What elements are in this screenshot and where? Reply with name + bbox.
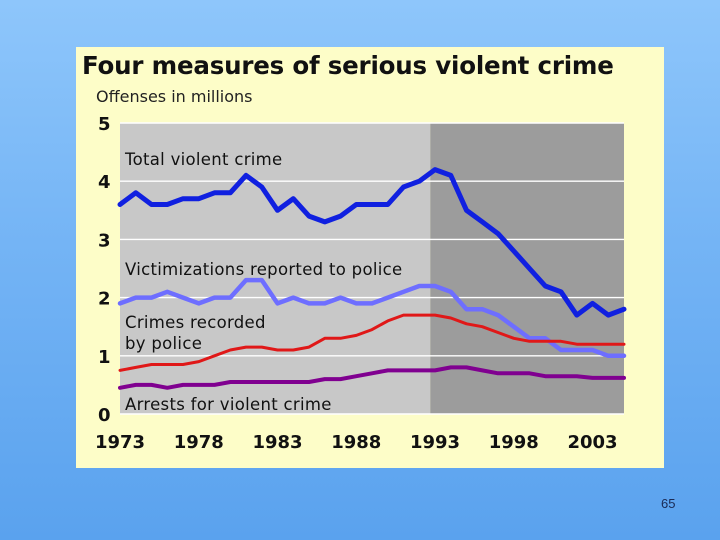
- y-tick-label: 1: [98, 347, 111, 368]
- series-line-1: [117, 277, 627, 359]
- series-line-3: [118, 365, 626, 390]
- chart-title: Four measures of serious violent crime: [82, 51, 614, 80]
- line-chart: 0 1 2 3 4 5 1973 1978 1983 1988 1993 1998 2003 Tota…: [95, 114, 627, 453]
- series-label: by police: [125, 334, 202, 353]
- chart-panel: 0 1 2 3 4 5 1973 1978 1983 1988 1993 1998 2003 Tota…: [76, 47, 664, 468]
- y-axis-ticks: 0 1 2 3 4 5: [98, 114, 111, 426]
- series-line-2: [118, 313, 626, 372]
- x-tick-label: 1983: [252, 432, 302, 453]
- series-labels: Total violent crime Victimizations report…: [124, 150, 402, 414]
- series-label: Crimes recorded: [125, 313, 266, 332]
- series-lines: [117, 167, 627, 390]
- series-label: Arrests for violent crime: [125, 395, 332, 414]
- y-tick-label: 4: [98, 172, 111, 193]
- y-tick-label: 0: [98, 405, 111, 426]
- y-tick-label: 2: [98, 289, 111, 310]
- x-tick-label: 1988: [331, 432, 381, 453]
- x-tick-label: 2003: [567, 432, 617, 453]
- x-tick-label: 1998: [489, 432, 539, 453]
- x-axis-ticks: 1973 1978 1983 1988 1993 1998 2003: [95, 432, 618, 453]
- x-tick-label: 1973: [95, 432, 145, 453]
- series-label: Victimizations reported to police: [125, 260, 402, 279]
- series-label: Total violent crime: [124, 150, 283, 169]
- y-axis-label: Offenses in millions: [96, 87, 253, 106]
- page-number: 65: [661, 496, 676, 511]
- series-line-0: [117, 167, 627, 318]
- x-tick-label: 1993: [410, 432, 460, 453]
- gridlines: [120, 122, 624, 415]
- x-tick-label: 1978: [174, 432, 224, 453]
- y-tick-label: 5: [98, 114, 111, 135]
- y-tick-label: 3: [98, 230, 111, 251]
